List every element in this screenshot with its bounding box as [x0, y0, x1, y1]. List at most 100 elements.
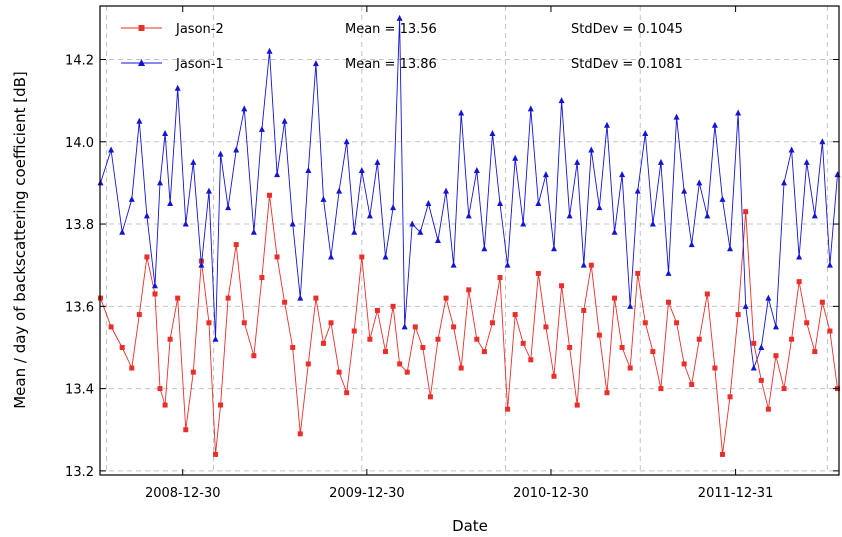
data-point-jason1 [167, 199, 174, 206]
data-point-jason2 [328, 320, 334, 326]
data-point-jason1 [258, 125, 265, 132]
data-point-jason2 [336, 369, 342, 375]
data-point-jason2 [190, 369, 196, 375]
data-point-jason2 [344, 390, 350, 396]
data-point-jason1 [374, 158, 381, 165]
data-point-jason1 [826, 261, 833, 268]
data-point-jason1 [727, 245, 734, 252]
data-point-jason2 [351, 328, 357, 334]
data-point-jason2 [666, 299, 672, 305]
data-point-jason2 [635, 270, 641, 276]
data-point-jason2 [443, 295, 449, 301]
data-point-jason2 [658, 386, 664, 392]
data-point-jason1 [297, 294, 304, 301]
data-point-jason1 [320, 195, 327, 202]
data-point-jason2 [427, 394, 433, 400]
data-point-jason1 [212, 335, 219, 342]
y-tick-label: 14.2 [65, 53, 94, 68]
x-tick-label: 2008-12-30 [145, 486, 221, 501]
data-point-jason2 [305, 361, 311, 367]
data-point-jason2 [290, 344, 296, 350]
data-point-jason2 [758, 377, 764, 383]
data-point-jason2 [162, 402, 168, 408]
data-point-jason2 [781, 386, 787, 392]
data-point-jason2 [689, 381, 695, 387]
data-point-jason2 [735, 312, 741, 318]
data-point-jason1 [681, 187, 688, 194]
data-point-jason2 [218, 402, 224, 408]
x-axis-title: Date [452, 517, 488, 535]
data-point-jason1 [366, 212, 373, 219]
data-point-jason2 [481, 349, 487, 355]
data-point-jason2 [681, 361, 687, 367]
data-point-jason2 [751, 340, 757, 346]
data-point-jason2 [136, 312, 142, 318]
data-point-jason2 [435, 336, 441, 342]
data-point-jason1 [108, 146, 115, 153]
data-point-jason2 [512, 312, 518, 318]
data-point-jason2 [297, 431, 303, 437]
legend-stddev-jason2: StdDev = 0.1045 [571, 22, 683, 37]
data-point-jason1 [520, 220, 527, 227]
data-point-jason1 [665, 269, 672, 276]
data-point-jason1 [241, 105, 248, 112]
data-point-jason2 [812, 349, 818, 355]
data-point-jason1 [634, 187, 641, 194]
data-point-jason2 [259, 275, 265, 281]
data-point-jason2 [225, 295, 231, 301]
data-point-jason2 [712, 365, 718, 371]
x-tick-label: 2010-12-30 [513, 486, 589, 501]
data-point-jason1 [574, 158, 581, 165]
data-point-jason2 [404, 369, 410, 375]
data-point-jason2 [551, 373, 557, 379]
data-point-jason2 [520, 340, 526, 346]
legend-label-jason2: Jason-2 [175, 22, 224, 37]
data-point-jason1 [803, 158, 810, 165]
data-point-jason2 [489, 320, 495, 326]
data-point-jason2 [367, 336, 373, 342]
data-point-jason2 [674, 320, 680, 326]
data-point-jason1 [409, 220, 416, 227]
data-point-jason2 [157, 386, 163, 392]
data-point-jason1 [688, 241, 695, 248]
data-point-jason1 [174, 84, 181, 91]
y-tick-label: 13.4 [65, 383, 94, 398]
data-point-jason2 [266, 192, 272, 198]
data-point-jason1 [765, 294, 772, 301]
data-point-jason1 [781, 179, 788, 186]
data-point-jason2 [412, 324, 418, 330]
data-point-jason1 [401, 323, 408, 330]
data-point-jason1 [289, 220, 296, 227]
data-point-jason1 [281, 117, 288, 124]
data-point-jason1 [205, 187, 212, 194]
data-point-jason2 [167, 336, 173, 342]
data-point-jason1 [119, 228, 126, 235]
data-point-jason1 [434, 237, 441, 243]
data-point-jason2 [497, 275, 503, 281]
data-point-jason2 [397, 361, 403, 367]
data-point-jason1 [162, 130, 169, 137]
data-point-jason1 [657, 158, 664, 165]
plot-frame [99, 5, 840, 476]
legend-mean-jason2: Mean = 13.56 [345, 22, 437, 37]
data-point-jason1 [558, 97, 565, 104]
data-point-jason2 [642, 320, 648, 326]
data-point-jason1 [157, 179, 164, 186]
data-point-jason1 [811, 212, 818, 219]
data-point-jason1 [619, 171, 626, 178]
data-point-jason2 [183, 427, 189, 433]
data-point-jason2 [129, 365, 135, 371]
data-point-jason2 [505, 406, 511, 412]
data-point-jason2 [383, 349, 389, 355]
data-point-jason2 [233, 242, 239, 248]
data-point-jason2 [619, 344, 625, 350]
data-point-jason1 [458, 109, 465, 116]
data-point-jason2 [543, 324, 549, 330]
data-point-jason1 [566, 212, 573, 219]
x-tick-label: 2009-12-30 [329, 486, 405, 501]
data-point-jason1 [233, 146, 240, 153]
data-point-jason2 [282, 299, 288, 305]
data-point-jason2 [719, 451, 725, 457]
data-point-jason2 [390, 303, 396, 309]
